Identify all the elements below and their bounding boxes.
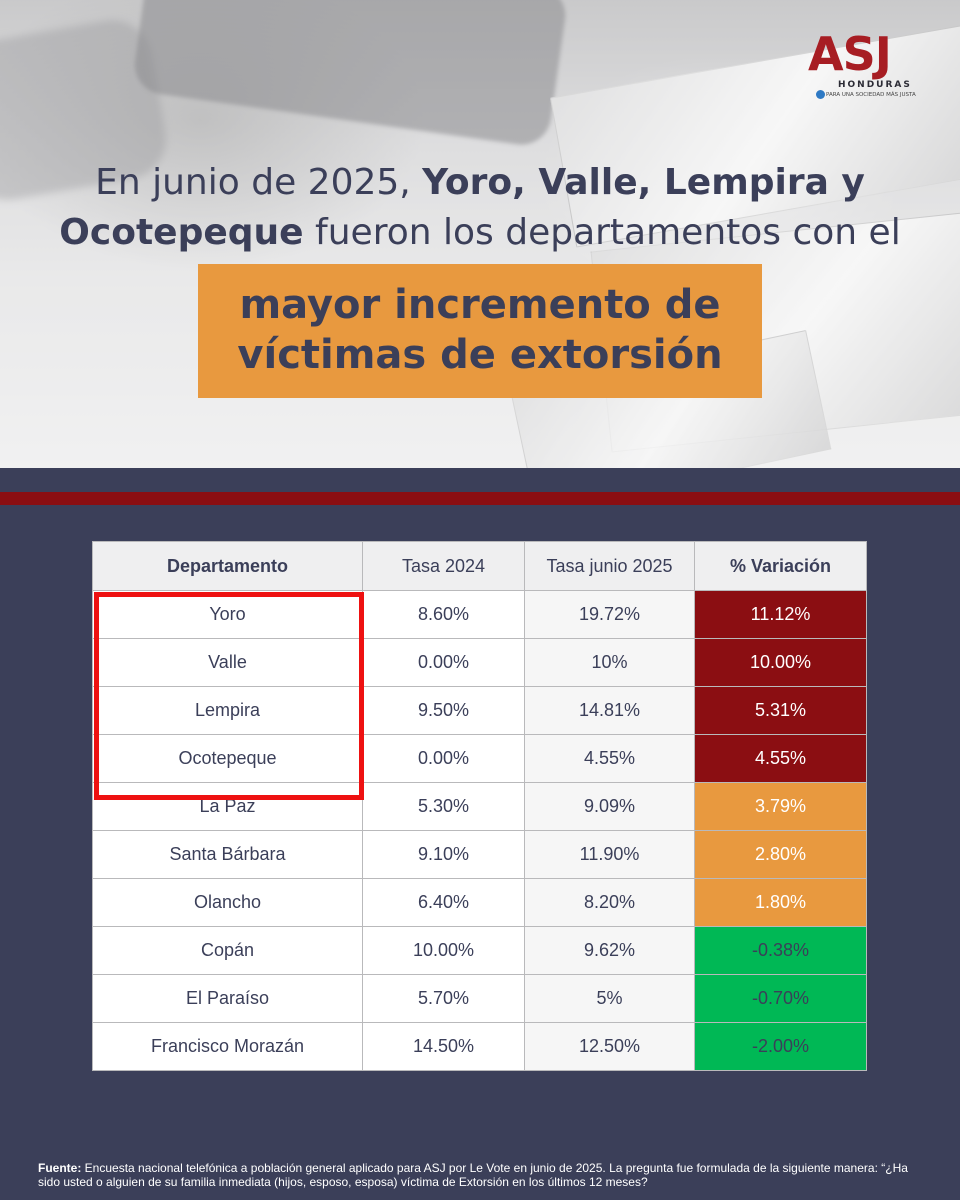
highlight-box <box>94 592 364 800</box>
banner-line2: víctimas de extorsión <box>237 332 723 378</box>
cell-tasa-junio-2025: 11.90% <box>524 830 695 879</box>
headline-part1: En junio de 2025, <box>95 162 423 203</box>
cell-variacion: 3.79% <box>694 782 867 831</box>
cell-tasa-junio-2025: 9.62% <box>524 926 695 975</box>
cell-tasa-junio-2025: 8.20% <box>524 878 695 927</box>
source-text: Encuesta nacional telefónica a población… <box>38 1161 908 1189</box>
cell-tasa-junio-2025: 12.50% <box>524 1022 695 1071</box>
cell-departamento: Francisco Morazán <box>92 1022 363 1071</box>
source-label: Fuente: <box>38 1161 82 1175</box>
cell-tasa-junio-2025: 14.81% <box>524 686 695 735</box>
asj-logo: ASJ HONDURAS PARA UNA SOCIEDAD MÁS JUSTA <box>808 28 922 102</box>
headline: En junio de 2025, Yoro, Valle, Lempira y… <box>20 158 940 258</box>
header-departamento: Departamento <box>92 541 363 591</box>
table-row: Valle 0.00% 10% 10.00% <box>92 638 867 687</box>
banner-text: mayor incremento de víctimas de extorsió… <box>198 280 762 380</box>
headline-bold: Yoro, Valle, Lempira y Ocotepeque <box>59 162 865 253</box>
logo-tagline: PARA UNA SOCIEDAD MÁS JUSTA <box>826 92 916 98</box>
table-row: Olancho 6.40% 8.20% 1.80% <box>92 878 867 927</box>
cell-departamento: Santa Bárbara <box>92 830 363 879</box>
hero-background <box>0 0 960 468</box>
cell-tasa-2024: 8.60% <box>362 590 525 639</box>
cell-variacion: 1.80% <box>694 878 867 927</box>
header-tasa-2024: Tasa 2024 <box>362 541 525 591</box>
header-tasa-junio-2025: Tasa junio 2025 <box>524 541 695 591</box>
table-body: Yoro 8.60% 19.72% 11.12% Valle 0.00% 10% 10.00%… <box>92 590 867 1071</box>
cell-departamento: Lempira <box>92 686 363 735</box>
cell-variacion: 4.55% <box>694 734 867 783</box>
cell-variacion: 2.80% <box>694 830 867 879</box>
cell-tasa-2024: 5.30% <box>362 782 525 831</box>
highlight-banner: mayor incremento de víctimas de extorsió… <box>198 264 762 398</box>
cell-tasa-2024: 0.00% <box>362 638 525 687</box>
table-row: El Paraíso 5.70% 5% -0.70% <box>92 974 867 1023</box>
table-row: La Paz 5.30% 9.09% 3.79% <box>92 782 867 831</box>
cell-tasa-2024: 9.50% <box>362 686 525 735</box>
table-row: Lempira 9.50% 14.81% 5.31% <box>92 686 867 735</box>
cell-variacion: 11.12% <box>694 590 867 639</box>
cell-variacion: -0.38% <box>694 926 867 975</box>
cell-tasa-junio-2025: 5% <box>524 974 695 1023</box>
source-note: Fuente: Encuesta nacional telefónica a p… <box>38 1161 928 1189</box>
table-row: Yoro 8.60% 19.72% 11.12% <box>92 590 867 639</box>
cell-variacion: 10.00% <box>694 638 867 687</box>
logo-text: ASJ <box>808 27 892 81</box>
logo-subtitle: HONDURAS <box>838 80 912 90</box>
cell-tasa-2024: 5.70% <box>362 974 525 1023</box>
cell-tasa-2024: 0.00% <box>362 734 525 783</box>
divider-band <box>0 492 960 505</box>
cell-departamento: Ocotepeque <box>92 734 363 783</box>
cell-tasa-2024: 6.40% <box>362 878 525 927</box>
table-row: Copán 10.00% 9.62% -0.38% <box>92 926 867 975</box>
cell-tasa-junio-2025: 19.72% <box>524 590 695 639</box>
cell-tasa-junio-2025: 9.09% <box>524 782 695 831</box>
table-row: Francisco Morazán 14.50% 12.50% -2.00% <box>92 1022 867 1071</box>
cell-tasa-junio-2025: 4.55% <box>524 734 695 783</box>
cell-departamento: Olancho <box>92 878 363 927</box>
banner-line1: mayor incremento de <box>239 282 721 328</box>
globe-icon <box>816 90 825 99</box>
headline-part2: fueron los departamentos con el <box>303 212 901 253</box>
cell-variacion: -2.00% <box>694 1022 867 1071</box>
cell-variacion: -0.70% <box>694 974 867 1023</box>
table-header-row: Departamento Tasa 2024 Tasa junio 2025 %… <box>92 541 867 591</box>
cell-variacion: 5.31% <box>694 686 867 735</box>
cell-departamento: Yoro <box>92 590 363 639</box>
cell-departamento: El Paraíso <box>92 974 363 1023</box>
cell-tasa-2024: 9.10% <box>362 830 525 879</box>
cell-departamento: Valle <box>92 638 363 687</box>
table-row: Santa Bárbara 9.10% 11.90% 2.80% <box>92 830 867 879</box>
cell-tasa-2024: 10.00% <box>362 926 525 975</box>
header-variacion: % Variación <box>694 541 867 591</box>
cell-tasa-junio-2025: 10% <box>524 638 695 687</box>
cell-tasa-2024: 14.50% <box>362 1022 525 1071</box>
extortion-table: Departamento Tasa 2024 Tasa junio 2025 %… <box>92 541 867 1071</box>
cell-departamento: Copán <box>92 926 363 975</box>
